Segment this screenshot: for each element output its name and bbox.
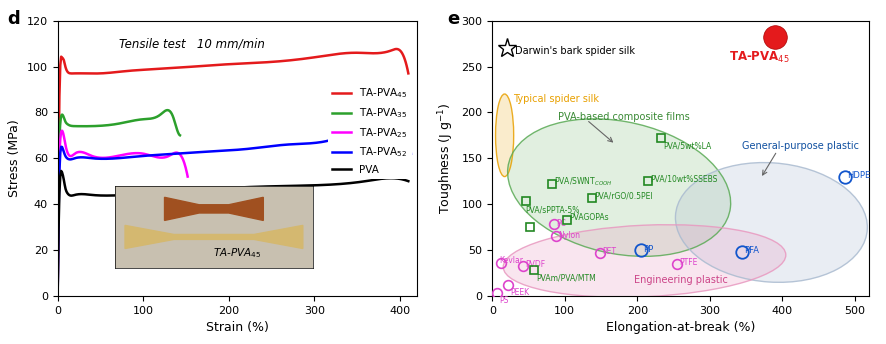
Text: HDPE: HDPE	[846, 171, 870, 180]
Text: Darwin's bark spider silk: Darwin's bark spider silk	[515, 46, 634, 56]
Text: d: d	[7, 10, 20, 28]
Text: PTFE: PTFE	[679, 258, 697, 267]
Text: Typical spider silk: Typical spider silk	[512, 94, 598, 104]
Text: Nylon: Nylon	[557, 231, 579, 240]
Text: PVA/SWNT$_{COOH}$: PVA/SWNT$_{COOH}$	[553, 176, 611, 189]
Text: PET: PET	[601, 247, 615, 256]
Text: TA-PVA$_{45}$: TA-PVA$_{45}$	[728, 50, 789, 65]
Text: e: e	[447, 10, 459, 28]
Text: PS: PS	[499, 296, 509, 305]
Y-axis label: Toughness (J g$^{-1}$): Toughness (J g$^{-1}$)	[436, 103, 455, 214]
Text: Kevlar: Kevlar	[498, 256, 522, 265]
X-axis label: Strain (%): Strain (%)	[206, 321, 268, 334]
Text: Engineering plastic: Engineering plastic	[633, 275, 727, 285]
Text: PVA/sPPTA-5%: PVA/sPPTA-5%	[525, 205, 579, 214]
Text: Tensile test   10 mm/min: Tensile test 10 mm/min	[119, 37, 264, 50]
Text: PVA/rGO/0.5PEI: PVA/rGO/0.5PEI	[594, 191, 652, 200]
Y-axis label: Stress (MPa): Stress (MPa)	[8, 119, 21, 197]
Text: PVAGOPAs: PVAGOPAs	[569, 213, 608, 222]
Ellipse shape	[502, 225, 785, 297]
Text: PVAm/PVA/MTM: PVAm/PVA/MTM	[536, 274, 595, 283]
Text: PVA/10wt%SSEBS: PVA/10wt%SSEBS	[649, 175, 717, 184]
Ellipse shape	[495, 94, 513, 176]
Text: PVA/5wt%LA: PVA/5wt%LA	[663, 142, 711, 151]
Text: General-purpose plastic: General-purpose plastic	[742, 141, 859, 151]
Text: PP: PP	[642, 245, 653, 254]
Text: PC: PC	[556, 219, 565, 228]
Ellipse shape	[674, 163, 867, 282]
Text: PEEK: PEEK	[509, 288, 529, 297]
Text: PVA-based composite films: PVA-based composite films	[557, 112, 688, 122]
Text: PFA: PFA	[743, 246, 758, 255]
Legend: TA-PVA$_{45}$, TA-PVA$_{35}$, TA-PVA$_{25}$, TA-PVA$_{52}$, PVA: TA-PVA$_{45}$, TA-PVA$_{35}$, TA-PVA$_{2…	[328, 83, 411, 179]
Text: PVDF: PVDF	[525, 260, 544, 269]
X-axis label: Elongation-at-break (%): Elongation-at-break (%)	[605, 321, 755, 334]
Ellipse shape	[507, 119, 730, 256]
